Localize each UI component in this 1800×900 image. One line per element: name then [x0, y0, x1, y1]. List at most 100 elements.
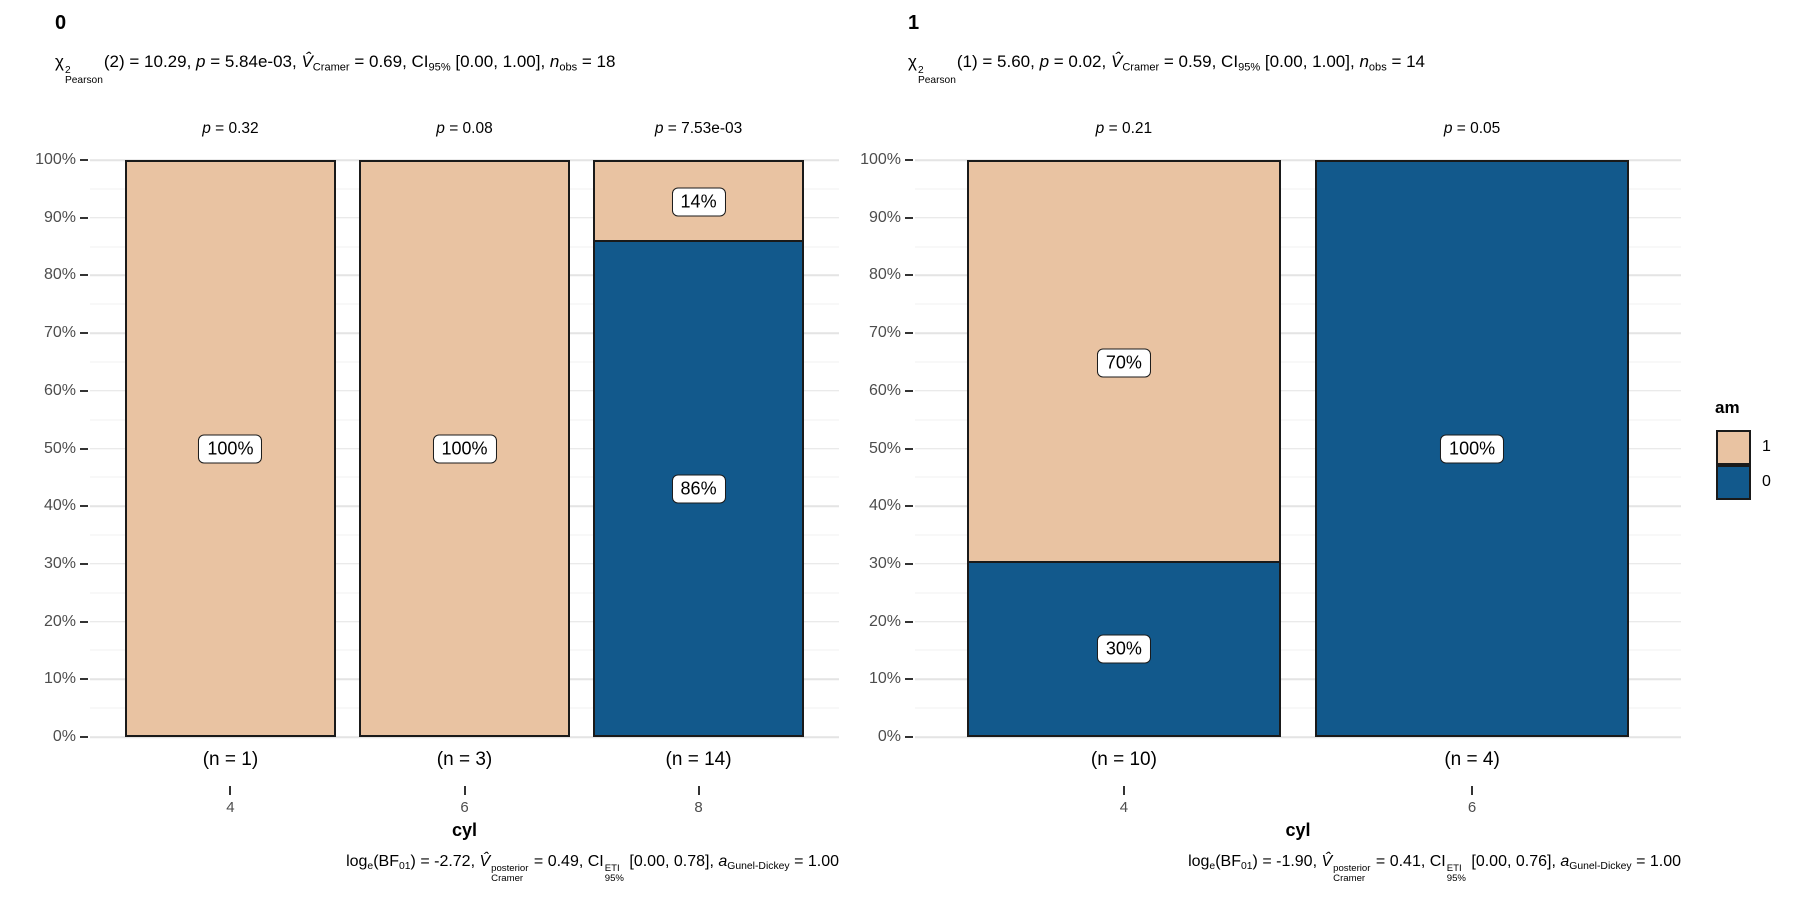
y-tick-label: 90% — [43, 208, 76, 226]
text-segment: = 14 — [1386, 52, 1426, 71]
gridline-major — [915, 159, 1681, 161]
x-tick-mark — [1471, 786, 1474, 795]
text-segment: V̂ — [479, 853, 491, 870]
text-segment: Cramer — [312, 61, 350, 74]
y-tick-mark — [905, 159, 913, 161]
p-value-text: = 0.08 — [444, 120, 493, 137]
gridline-minor — [915, 534, 1681, 536]
p-value-label: p = 0.05 — [1444, 120, 1500, 138]
y-tick-label: 90% — [868, 208, 901, 226]
legend: am 1 0 — [1690, 0, 1800, 900]
text-segment: 01 — [398, 861, 411, 873]
n-count-label: (n = 4) — [1444, 749, 1500, 770]
p-value-text: = 0.05 — [1452, 120, 1501, 137]
text-segment: (2) = 10.29, — [103, 52, 197, 71]
gridline-minor — [915, 246, 1681, 248]
x-tick-mark — [229, 786, 232, 795]
text-segment: [0.00, 1.00], — [450, 52, 550, 71]
p-value-label: p = 0.21 — [1096, 120, 1152, 138]
y-tick-label: 10% — [43, 670, 76, 688]
gridline-major — [915, 736, 1681, 738]
text-segment: = 0.59, CI — [1159, 52, 1239, 71]
y-tick-label: 10% — [868, 670, 901, 688]
y-tick-label: 60% — [43, 381, 76, 399]
gridline-major — [915, 390, 1681, 392]
plot-area: 100% 100% 86% 14% — [90, 159, 839, 738]
y-tick-mark — [905, 274, 913, 277]
y-tick-label: 0% — [877, 728, 901, 745]
x-tick-mark — [1122, 786, 1125, 795]
y-tick-mark — [80, 159, 88, 161]
gridline-minor — [915, 419, 1681, 421]
x-tick-row — [915, 786, 1681, 796]
gridline-minor — [915, 649, 1681, 651]
bayes-caption: loge(BF01) = -2.72, V̂ posterior Cramer = … — [346, 853, 839, 884]
text-segment: V̂ — [301, 52, 313, 71]
text-segment: e — [367, 861, 374, 873]
text-segment: (BF — [1215, 853, 1241, 870]
y-tick-label: 70% — [868, 324, 901, 342]
text-segment: 95% — [1238, 61, 1261, 74]
stacked-bar-cyl-8: 86% 14% — [593, 160, 804, 737]
gridline-minor — [915, 361, 1681, 363]
n-count-label: (n = 1) — [202, 749, 259, 770]
y-tick-mark — [80, 505, 88, 508]
text-segment: = 0.02, — [1049, 52, 1111, 71]
p-symbol: p — [1443, 120, 1453, 137]
gridline-major — [915, 505, 1681, 507]
x-tick-mark — [697, 786, 700, 795]
percent-label: 30% — [1096, 634, 1151, 664]
y-tick-mark — [905, 505, 913, 508]
gridline-minor — [915, 707, 1681, 709]
panel-title: 1 — [908, 12, 920, 34]
y-tick-mark — [80, 562, 88, 565]
text-segment: log — [346, 853, 368, 870]
text-segment: = 0.69, CI — [349, 52, 429, 71]
y-tick-label: 20% — [868, 612, 901, 630]
gridline-major — [915, 620, 1681, 623]
y-tick-mark — [80, 736, 88, 738]
category-label-row: 4 6 8 — [90, 799, 839, 819]
text-segment: (BF — [373, 853, 399, 870]
text-segment: [0.00, 0.78], — [624, 853, 719, 870]
gridline-major — [915, 447, 1681, 450]
stacked-script: ETI 95% — [604, 863, 624, 885]
y-tick-label: 60% — [868, 381, 901, 399]
y-tick-mark — [80, 216, 88, 219]
facet-panel-0: 0 χ 2 Pearson (2) = 10.29, p = 5.84e-03, V̂… — [0, 0, 845, 900]
panel-subtitle-stats: χ 2 Pearson (1) = 5.60, p = 0.02, V̂Cramer … — [908, 52, 1425, 87]
bayes-caption: loge(BF01) = -1.90, V̂ posterior Cramer = … — [1188, 853, 1681, 884]
gridline-minor — [915, 476, 1681, 478]
y-tick-label: 50% — [868, 439, 901, 457]
text-segment: = 1.00 — [789, 853, 839, 870]
category-label: 6 — [460, 799, 469, 816]
text-segment: p — [196, 52, 206, 71]
p-value-text: = 0.21 — [1104, 120, 1153, 137]
text-segment: = 0.41, CI — [1371, 853, 1446, 870]
y-tick-label: 30% — [868, 554, 901, 572]
category-label: 8 — [694, 799, 703, 816]
y-tick-mark — [905, 389, 913, 392]
text-segment: ) = -2.72, — [410, 853, 480, 870]
plot-frame: p = 0.21 p = 0.05 30% 70% 100% (n = 10) (n =… — [915, 0, 1681, 900]
text-segment: n — [549, 52, 560, 71]
plot-area: 30% 70% 100% — [915, 159, 1681, 738]
panel-subtitle-stats: χ 2 Pearson (2) = 10.29, p = 5.84e-03, V̂Cr… — [55, 52, 615, 87]
p-symbol: p — [436, 120, 445, 137]
text-segment: = 0.49, CI — [529, 853, 604, 870]
stacked-bar-cyl-6: 100% — [359, 160, 570, 737]
text-segment: χ — [908, 52, 917, 71]
y-tick-mark — [905, 736, 913, 738]
y-axis: 0% 10% 20% 30% 40% 50% 60% 70% 80% 90% 100% — [845, 151, 915, 745]
y-tick-mark — [905, 332, 913, 335]
stacked-bar-cyl-6: 100% — [1315, 160, 1629, 737]
y-tick-label: 100% — [860, 151, 901, 168]
gridline-minor — [915, 592, 1681, 594]
stacked-bar-cyl-4: 100% — [125, 160, 336, 737]
stacked-script: 2 Pearson — [64, 64, 103, 87]
gridline-major — [915, 274, 1681, 277]
text-segment: Cramer — [1122, 61, 1160, 74]
stacked-script: 2 Pearson — [917, 64, 956, 87]
